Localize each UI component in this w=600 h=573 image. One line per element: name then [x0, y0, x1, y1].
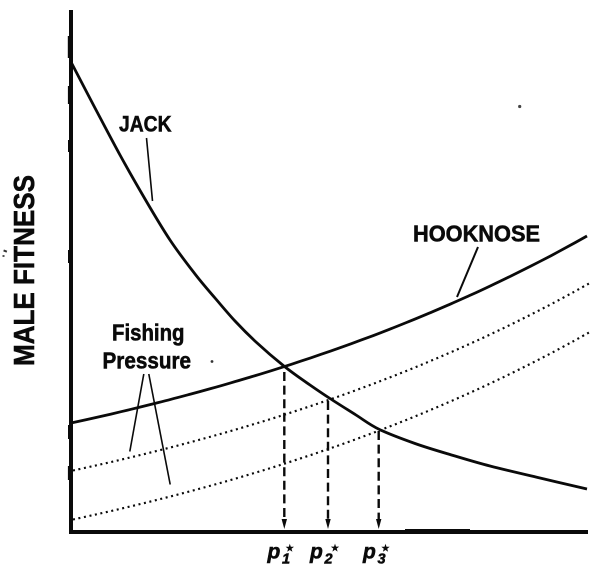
svg-text:p: p: [267, 541, 281, 564]
svg-text:2: 2: [324, 552, 333, 568]
svg-text:Pressure: Pressure: [103, 348, 192, 374]
svg-text:HOOKNOSE: HOOKNOSE: [413, 221, 540, 247]
svg-text:JACK: JACK: [119, 112, 172, 137]
svg-text:3: 3: [378, 552, 386, 568]
svg-text:MALE FITNESS: MALE FITNESS: [9, 175, 41, 366]
svg-text:1: 1: [282, 552, 290, 568]
svg-text:Fishing: Fishing: [112, 320, 185, 346]
svg-text:p: p: [362, 541, 376, 564]
svg-text:p: p: [309, 541, 323, 564]
